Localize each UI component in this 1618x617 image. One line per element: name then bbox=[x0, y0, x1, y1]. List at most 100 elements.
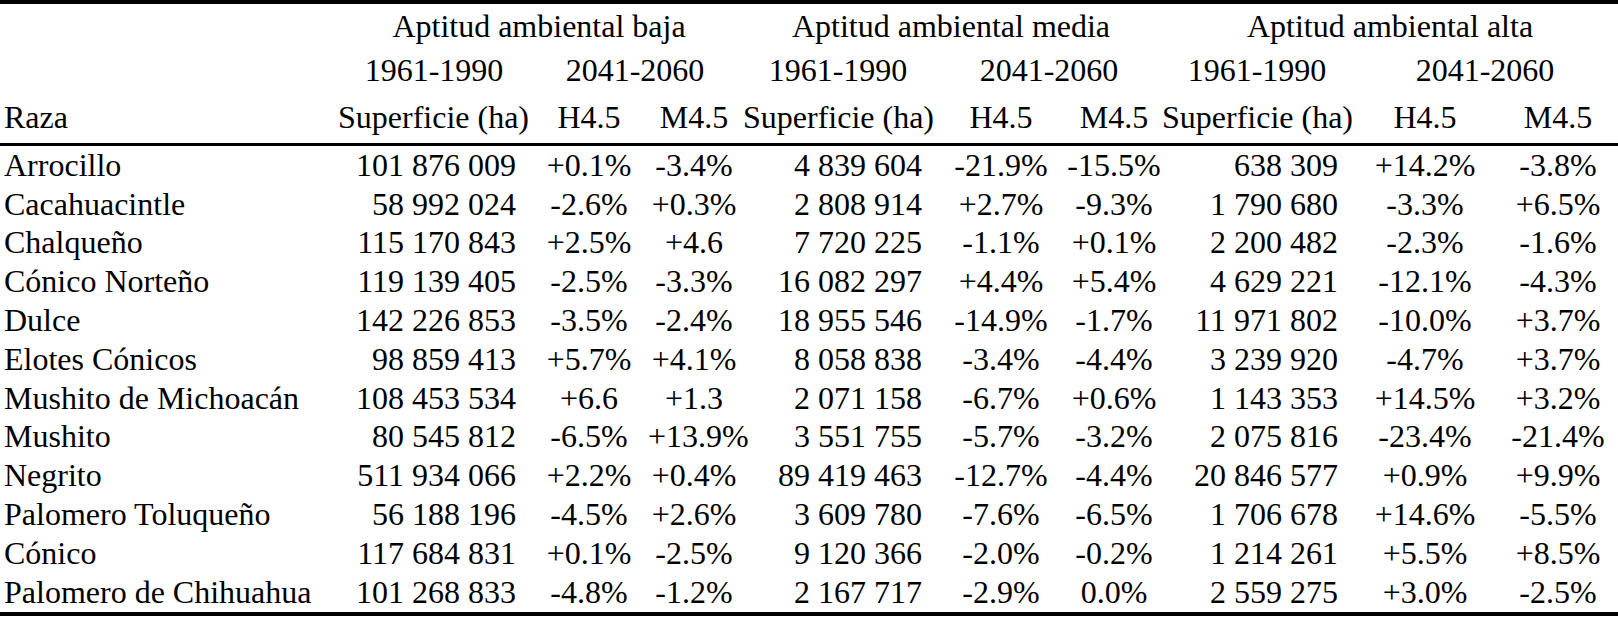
group-header-media: Aptitud ambiental media bbox=[740, 2, 1162, 49]
raza-cell: Mushito de Michoacán bbox=[0, 379, 338, 418]
alta-m45-cell: +3.7% bbox=[1498, 340, 1618, 379]
baja-superficie-cell: 101 876 009 bbox=[338, 145, 530, 185]
table-row: Cónico Norteño119 139 405-2.5%-3.3%16 08… bbox=[0, 262, 1618, 301]
alta-h45-cell: -23.4% bbox=[1352, 418, 1498, 457]
media-m45-cell: -4.4% bbox=[1066, 340, 1162, 379]
alta-m45-cell: +6.5% bbox=[1498, 185, 1618, 224]
media-m45-cell: +0.1% bbox=[1066, 224, 1162, 263]
alta-superficie-cell: 1 214 261 bbox=[1162, 534, 1352, 573]
media-h45-cell: -7.6% bbox=[936, 495, 1066, 534]
baja-h45-cell: +6.6 bbox=[530, 379, 648, 418]
media-h45-cell: -5.7% bbox=[936, 418, 1066, 457]
alta-h45-cell: +14.6% bbox=[1352, 495, 1498, 534]
media-m45-cell: 0.0% bbox=[1066, 573, 1162, 614]
baja-superficie-cell: 117 684 831 bbox=[338, 534, 530, 573]
baja-h45-cell: +5.7% bbox=[530, 340, 648, 379]
period-historic-alta: 1961-1990 bbox=[1162, 49, 1352, 92]
table-body: Arrocillo101 876 009+0.1%-3.4%4 839 604-… bbox=[0, 145, 1618, 614]
raza-cell: Chalqueño bbox=[0, 224, 338, 263]
baja-superficie-cell: 58 992 024 bbox=[338, 185, 530, 224]
alta-h45-cell: -2.3% bbox=[1352, 224, 1498, 263]
raza-cell: Elotes Cónicos bbox=[0, 340, 338, 379]
corner-cell-mid bbox=[0, 49, 338, 92]
group-header-row: Aptitud ambiental baja Aptitud ambiental… bbox=[0, 2, 1618, 49]
media-h45-cell: -12.7% bbox=[936, 456, 1066, 495]
table-row: Chalqueño115 170 843+2.5%+4.67 720 225-1… bbox=[0, 224, 1618, 263]
baja-h45-cell: -2.5% bbox=[530, 262, 648, 301]
superficie-column-header-baja: Superficie (ha) bbox=[338, 92, 530, 145]
baja-h45-cell: -4.5% bbox=[530, 495, 648, 534]
baja-h45-cell: +0.1% bbox=[530, 534, 648, 573]
alta-superficie-cell: 2 200 482 bbox=[1162, 224, 1352, 263]
media-h45-cell: +2.7% bbox=[936, 185, 1066, 224]
baja-h45-cell: +0.1% bbox=[530, 145, 648, 185]
media-m45-cell: -0.2% bbox=[1066, 534, 1162, 573]
alta-m45-cell: +8.5% bbox=[1498, 534, 1618, 573]
media-superficie-cell: 89 419 463 bbox=[740, 456, 936, 495]
media-h45-cell: -3.4% bbox=[936, 340, 1066, 379]
media-h45-cell: -2.9% bbox=[936, 573, 1066, 614]
period-future-baja: 2041-2060 bbox=[530, 49, 740, 92]
media-superficie-cell: 16 082 297 bbox=[740, 262, 936, 301]
baja-m45-cell: +4.6 bbox=[648, 224, 740, 263]
media-m45-cell: -6.5% bbox=[1066, 495, 1162, 534]
alta-m45-cell: +3.7% bbox=[1498, 301, 1618, 340]
baja-m45-cell: -1.2% bbox=[648, 573, 740, 614]
media-m45-cell: -9.3% bbox=[1066, 185, 1162, 224]
baja-superficie-cell: 98 859 413 bbox=[338, 340, 530, 379]
alta-superficie-cell: 20 846 577 bbox=[1162, 456, 1352, 495]
alta-superficie-cell: 1 143 353 bbox=[1162, 379, 1352, 418]
table-row: Mushito80 545 812-6.5%+13.9%3 551 755-5.… bbox=[0, 418, 1618, 457]
table-row: Cacahuacintle58 992 024-2.6%+0.3%2 808 9… bbox=[0, 185, 1618, 224]
raza-cell: Palomero de Chihuahua bbox=[0, 573, 338, 614]
table-row: Cónico117 684 831+0.1%-2.5%9 120 366-2.0… bbox=[0, 534, 1618, 573]
raza-cell: Mushito bbox=[0, 418, 338, 457]
baja-superficie-cell: 142 226 853 bbox=[338, 301, 530, 340]
alta-superficie-cell: 4 629 221 bbox=[1162, 262, 1352, 301]
media-superficie-cell: 18 955 546 bbox=[740, 301, 936, 340]
alta-m45-cell: -1.6% bbox=[1498, 224, 1618, 263]
media-superficie-cell: 2 808 914 bbox=[740, 185, 936, 224]
table-row: Elotes Cónicos98 859 413+5.7%+4.1%8 058 … bbox=[0, 340, 1618, 379]
raza-cell: Arrocillo bbox=[0, 145, 338, 185]
table-row: Dulce142 226 853-3.5%-2.4%18 955 546-14.… bbox=[0, 301, 1618, 340]
paper-table-page: Aptitud ambiental baja Aptitud ambiental… bbox=[0, 0, 1618, 617]
baja-h45-cell: -4.8% bbox=[530, 573, 648, 614]
media-h45-cell: +4.4% bbox=[936, 262, 1066, 301]
column-header-row: Raza Superficie (ha) H4.5 M4.5 Superfici… bbox=[0, 92, 1618, 145]
baja-superficie-cell: 115 170 843 bbox=[338, 224, 530, 263]
group-header-baja: Aptitud ambiental baja bbox=[338, 2, 740, 49]
period-future-alta: 2041-2060 bbox=[1352, 49, 1618, 92]
baja-h45-cell: +2.2% bbox=[530, 456, 648, 495]
table-header: Aptitud ambiental baja Aptitud ambiental… bbox=[0, 2, 1618, 145]
m45-column-header-alta: M4.5 bbox=[1498, 92, 1618, 145]
media-superficie-cell: 2 071 158 bbox=[740, 379, 936, 418]
raza-cell: Cónico bbox=[0, 534, 338, 573]
baja-m45-cell: +1.3 bbox=[648, 379, 740, 418]
period-historic-baja: 1961-1990 bbox=[338, 49, 530, 92]
baja-superficie-cell: 108 453 534 bbox=[338, 379, 530, 418]
media-superficie-cell: 9 120 366 bbox=[740, 534, 936, 573]
media-m45-cell: -1.7% bbox=[1066, 301, 1162, 340]
media-m45-cell: -4.4% bbox=[1066, 456, 1162, 495]
alta-h45-cell: +3.0% bbox=[1352, 573, 1498, 614]
baja-h45-cell: -2.6% bbox=[530, 185, 648, 224]
alta-m45-cell: -4.3% bbox=[1498, 262, 1618, 301]
m45-column-header-media: M4.5 bbox=[1066, 92, 1162, 145]
table-row: Mushito de Michoacán108 453 534+6.6+1.32… bbox=[0, 379, 1618, 418]
media-h45-cell: -1.1% bbox=[936, 224, 1066, 263]
baja-m45-cell: +0.3% bbox=[648, 185, 740, 224]
alta-h45-cell: +14.5% bbox=[1352, 379, 1498, 418]
alta-h45-cell: +14.2% bbox=[1352, 145, 1498, 185]
baja-h45-cell: +2.5% bbox=[530, 224, 648, 263]
alta-m45-cell: -21.4% bbox=[1498, 418, 1618, 457]
raza-cell: Cónico Norteño bbox=[0, 262, 338, 301]
media-h45-cell: -14.9% bbox=[936, 301, 1066, 340]
media-superficie-cell: 3 551 755 bbox=[740, 418, 936, 457]
table-row: Palomero de Chihuahua101 268 833-4.8%-1.… bbox=[0, 573, 1618, 614]
baja-m45-cell: +2.6% bbox=[648, 495, 740, 534]
period-header-row: 1961-1990 2041-2060 1961-1990 2041-2060 … bbox=[0, 49, 1618, 92]
media-m45-cell: -3.2% bbox=[1066, 418, 1162, 457]
superficie-column-header-alta: Superficie (ha) bbox=[1162, 92, 1352, 145]
period-future-media: 2041-2060 bbox=[936, 49, 1162, 92]
